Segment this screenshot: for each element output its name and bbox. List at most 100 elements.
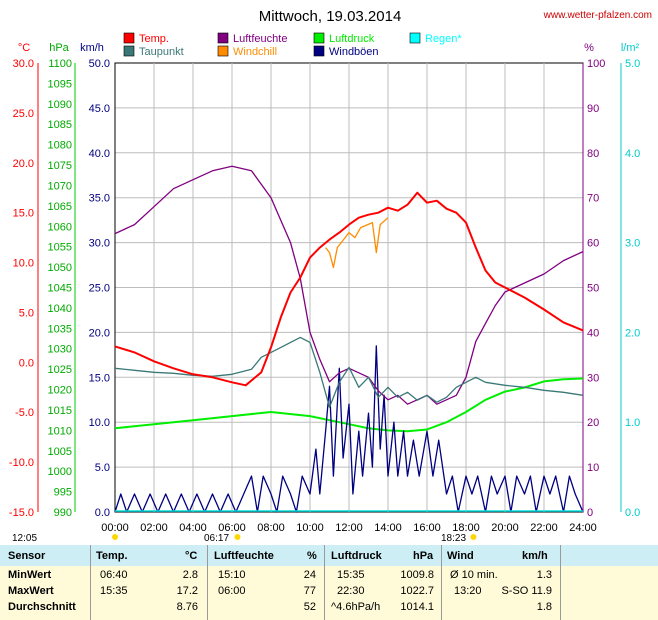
- series-windböen: [114, 345, 584, 513]
- temp-time: 06:40: [100, 569, 128, 581]
- tick-label: 90: [587, 103, 599, 115]
- tick-label: 45.0: [89, 103, 110, 115]
- sun-time-label: 18:23: [441, 533, 466, 544]
- press-time: 15:35: [337, 569, 365, 581]
- tick-label: 0: [587, 507, 593, 519]
- tick-label: 1050: [48, 262, 72, 274]
- tick-label: -10.0: [9, 457, 34, 469]
- site-url: www.wetter-pfalzen.com: [543, 10, 652, 21]
- legend-swatch: [123, 32, 135, 44]
- legend-item: Windböen: [313, 45, 379, 58]
- legend-swatch: [123, 45, 135, 57]
- tick-label: 40: [587, 327, 599, 339]
- tick-label: 1075: [48, 160, 72, 172]
- axis-unit-label: °C: [18, 42, 30, 54]
- tick-label: 5.0: [625, 58, 640, 70]
- tick-label: 20.0: [13, 158, 34, 170]
- legend-label: Windböen: [329, 46, 379, 58]
- x-tick-label: 04:00: [179, 522, 207, 534]
- sun-time-label: 06:17: [204, 533, 229, 544]
- legend-item: Windchill: [217, 45, 277, 58]
- tick-label: 1025: [48, 364, 72, 376]
- temp-value: 17.2: [176, 585, 198, 597]
- tick-label: 5.0: [95, 462, 110, 474]
- tick-label: 1085: [48, 119, 72, 131]
- tick-label: 30: [587, 372, 599, 384]
- temp-value: 2.8: [182, 569, 198, 581]
- legend-item: Temp.: [123, 32, 169, 45]
- stats-header-row: Sensor Temp. °C Luftfeuchte % Luftdruck …: [0, 545, 658, 566]
- tick-label: 20: [587, 417, 599, 429]
- x-tick-label: 10:00: [296, 522, 324, 534]
- tick-label: 1010: [48, 425, 72, 437]
- press-value: 1022.7: [400, 585, 434, 597]
- tick-label: 1035: [48, 323, 72, 335]
- sun-time-label: 12:05: [12, 533, 37, 544]
- wind-value: 1.3: [536, 569, 552, 581]
- row-label: MaxWert: [8, 585, 54, 597]
- stats-body: MinWert 06:40 2.8 15:10 24 15:35 1009.8 …: [0, 566, 658, 620]
- tick-label: 1070: [48, 180, 72, 192]
- series-luftdruck: [114, 377, 584, 433]
- hdr-hum-unit: %: [307, 550, 317, 562]
- press-time: ^4.6hPa/h: [331, 601, 381, 613]
- tick-label: 70: [587, 193, 599, 205]
- press-value: 1014.1: [400, 601, 434, 613]
- wind-value: S-SO 11.9: [501, 585, 552, 597]
- tick-label: 5.0: [19, 307, 34, 319]
- tick-label: 0.0: [95, 507, 110, 519]
- tick-label: 3.0: [625, 238, 640, 250]
- tick-label: 40.0: [89, 148, 110, 160]
- legend-label: Temp.: [139, 33, 169, 45]
- legend-swatch: [217, 45, 229, 57]
- legend: Temp. Luftfeuchte Luftdruck Regen* Taupunkt W…: [123, 32, 462, 58]
- tick-label: 100: [587, 58, 605, 70]
- tick-label: 30.0: [89, 238, 110, 250]
- x-tick-label: 24:00: [569, 522, 597, 534]
- stats-table: Sensor Temp. °C Luftfeuchte % Luftdruck …: [0, 545, 658, 620]
- tick-label: -5.0: [15, 407, 34, 419]
- axis-unit-label: km/h: [80, 42, 104, 54]
- row-label: Durchschnitt: [8, 601, 76, 613]
- tick-label: 10: [587, 462, 599, 474]
- tick-label: 25.0: [89, 283, 110, 295]
- tick-label: 15.0: [13, 208, 34, 220]
- tick-label: 25.0: [13, 108, 34, 120]
- x-tick-label: 18:00: [452, 522, 480, 534]
- hdr-hum: Luftfeuchte: [214, 550, 274, 562]
- x-tick-label: 14:00: [374, 522, 402, 534]
- tick-label: 1040: [48, 303, 72, 315]
- tick-label: 50.0: [89, 58, 110, 70]
- legend-item: Luftfeuchte: [217, 32, 287, 45]
- tick-label: 1005: [48, 446, 72, 458]
- hdr-wind-unit: km/h: [522, 550, 548, 562]
- tick-label: 80: [587, 148, 599, 160]
- tick-label: 995: [54, 487, 72, 499]
- legend-label: Taupunkt: [139, 46, 184, 58]
- hdr-temp-unit: °C: [185, 550, 198, 562]
- x-tick-label: 12:00: [335, 522, 363, 534]
- series-taupunkt: [114, 336, 584, 408]
- tick-label: 1065: [48, 201, 72, 213]
- wind-time: Ø 10 min.: [450, 569, 498, 581]
- series-lines: [114, 165, 584, 513]
- x-tick-label: 00:00: [101, 522, 129, 534]
- x-tick-label: 22:00: [530, 522, 558, 534]
- axes: 30.0 25.0 20.0 15.0 10.0 5.0 0.0 -5.0 -10.0 -15.0…: [9, 42, 640, 544]
- tick-label: 1095: [48, 78, 72, 90]
- axis-unit-label: l/m²: [621, 42, 640, 54]
- tick-label: 10.0: [89, 417, 110, 429]
- legend-item: Regen*: [409, 32, 462, 45]
- legend-item: Luftdruck: [313, 32, 375, 45]
- tick-label: 990: [54, 507, 72, 519]
- tick-label: 60: [587, 238, 599, 250]
- tick-label: 1030: [48, 344, 72, 356]
- tick-label: 10.0: [13, 258, 34, 270]
- tick-label: 0.0: [625, 507, 640, 519]
- tick-label: 1020: [48, 385, 72, 397]
- hdr-wind: Wind: [447, 550, 474, 562]
- press-value: 1009.8: [400, 569, 434, 581]
- legend-label: Luftdruck: [329, 33, 375, 45]
- wind-time: 13:20: [454, 585, 482, 597]
- x-tick-label: 08:00: [257, 522, 285, 534]
